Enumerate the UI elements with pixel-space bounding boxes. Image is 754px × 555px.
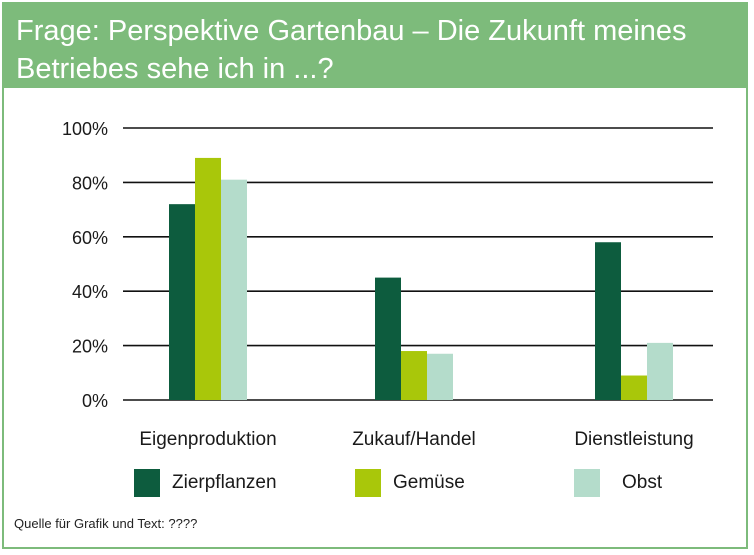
legend-label-zierpflanzen: Zierpflanzen <box>172 472 277 493</box>
legend-swatch-gemuese <box>355 469 381 497</box>
y-tick-label: 40% <box>72 282 108 302</box>
y-axis-ticks: 0% 20% 40% 60% 80% 100% <box>62 119 108 411</box>
legend-item-zierpflanzen: Zierpflanzen <box>134 466 277 500</box>
y-tick-label: 60% <box>72 228 108 248</box>
chart-header: Frage: Perspektive Gartenbau – Die Zukun… <box>2 2 748 88</box>
legend-swatch-obst <box>574 469 600 497</box>
legend-label-gemuese: Gemüse <box>393 472 465 493</box>
bar-zierpflanzen-0 <box>169 204 195 400</box>
bar-gemuese-1 <box>401 351 427 400</box>
title-line-2: Betriebes sehe ich in ...? <box>16 53 334 85</box>
legend-item-obst: Obst <box>574 466 662 500</box>
bar-obst-2 <box>647 342 673 400</box>
y-tick-label: 0% <box>82 391 108 411</box>
bar-gemuese-0 <box>195 157 221 400</box>
chart-title: Frage: Perspektive Gartenbau – Die Zukun… <box>16 12 734 88</box>
x-axis-labels: Eigenproduktion Zukauf/Handel Dienstleistu… <box>139 429 693 450</box>
legend-swatch-zierpflanzen <box>134 469 160 497</box>
bar-chart: 0% 20% 40% 60% 80% 100% Eigenproduktion Zukauf… <box>62 119 713 450</box>
x-category-label: Zukauf/Handel <box>352 429 476 450</box>
y-tick-label: 100% <box>62 119 108 139</box>
x-category-label: Dienstleistung <box>574 429 693 450</box>
x-category-label: Eigenproduktion <box>139 429 276 450</box>
bar-obst-0 <box>221 179 247 400</box>
bar-gemuese-2 <box>621 375 647 400</box>
bar-zierpflanzen-1 <box>375 277 401 400</box>
y-tick-label: 80% <box>72 173 108 193</box>
title-line-1: Frage: Perspektive Gartenbau – Die Zukun… <box>16 15 687 47</box>
source-note: Quelle für Grafik und Text: ???? <box>14 516 198 531</box>
bars <box>169 157 673 400</box>
legend: Zierpflanzen Gemüse Obst <box>0 466 754 502</box>
legend-item-gemuese: Gemüse <box>355 466 465 500</box>
chart-frame <box>2 2 748 549</box>
y-tick-label: 20% <box>72 337 108 357</box>
legend-label-obst: Obst <box>622 472 663 493</box>
bar-obst-1 <box>427 353 453 400</box>
bar-zierpflanzen-2 <box>595 242 621 400</box>
